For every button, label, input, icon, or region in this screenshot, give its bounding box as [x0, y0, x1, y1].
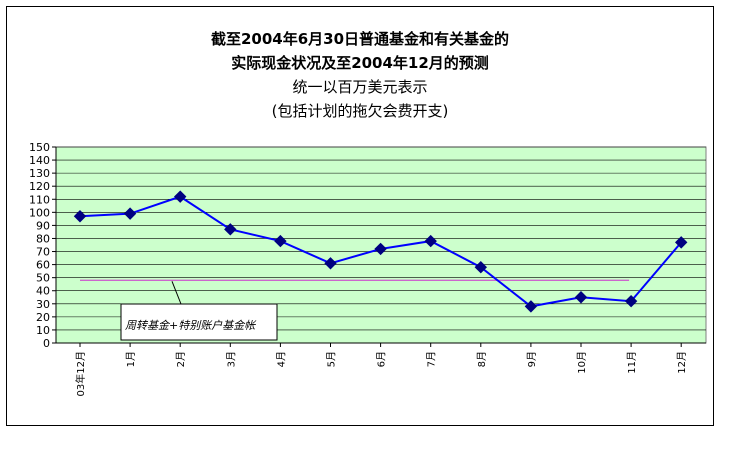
- y-tick-label: 0: [43, 337, 50, 350]
- y-tick-label: 90: [36, 219, 50, 232]
- chart-title-line-3: 统一以百万美元表示: [292, 78, 428, 96]
- callout-box: [120, 303, 278, 341]
- chart-title-line-4: (包括计划的拖欠会费开支): [271, 102, 449, 120]
- y-tick-label: 30: [36, 298, 50, 311]
- data-point-marker: [674, 236, 688, 249]
- x-tick-label: 1月: [125, 351, 137, 367]
- x-axis-ticks: 03年12月 1月 2月 3月 4月 5月 6月 7月 8月 9月 10月 11月 12月: [74, 343, 688, 396]
- data-point-marker: [424, 234, 437, 248]
- y-tick-label: 40: [36, 285, 50, 298]
- x-tick-label: 4月: [275, 351, 287, 367]
- y-tick-label: 100: [29, 206, 50, 219]
- x-tick-label: 7月: [426, 351, 438, 367]
- x-tick-label: 2月: [175, 351, 187, 367]
- x-tick-label: 11月: [626, 351, 638, 374]
- x-tick-label: 6月: [376, 351, 388, 367]
- x-tick-label: 12月: [676, 351, 688, 374]
- y-tick-label: 120: [29, 180, 50, 193]
- y-tick-label: 110: [29, 193, 50, 206]
- data-point-marker: [274, 234, 287, 248]
- y-tick-label: 140: [29, 154, 50, 167]
- data-point-marker: [524, 300, 538, 313]
- chart-title-line-1: 截至2004年6月30日普通基金和有关基金的: [210, 30, 510, 48]
- x-tick-label: 3月: [225, 351, 237, 367]
- x-tick-label: 8月: [476, 351, 488, 367]
- reference-line-label: 周转基金+特别账户基金帐: [125, 319, 257, 332]
- x-tick-label: 9月: [526, 351, 538, 367]
- y-tick-label: 20: [36, 311, 50, 324]
- data-point-marker: [73, 210, 87, 223]
- data-point-marker: [474, 261, 488, 274]
- data-point-marker: [624, 294, 638, 308]
- data-point-marker: [123, 207, 137, 220]
- y-tick-label: 80: [36, 232, 50, 245]
- y-tick-label: 60: [36, 259, 50, 272]
- y-tick-label: 150: [29, 141, 50, 154]
- x-tick-label: 03年12月: [74, 351, 87, 396]
- callout-layer: 周转基金+特别账户基金帐: [120, 281, 278, 341]
- chart-title-line-2: 实际现金状况及至2004年12月的预测: [231, 54, 489, 72]
- data-point-marker: [224, 223, 237, 236]
- x-tick-label: 5月: [326, 351, 338, 367]
- data-point-marker: [173, 190, 187, 203]
- y-tick-label: 50: [36, 272, 50, 285]
- x-tick-label: 10月: [576, 351, 588, 374]
- y-tick-label: 10: [36, 324, 50, 337]
- data-point-marker: [324, 257, 337, 270]
- data-point-marker: [574, 291, 588, 304]
- y-tick-label: 130: [29, 167, 50, 180]
- callout-leader-line: [171, 281, 182, 305]
- series-layer: [73, 190, 688, 313]
- data-point-marker: [374, 242, 387, 256]
- y-tick-label: 70: [36, 246, 50, 259]
